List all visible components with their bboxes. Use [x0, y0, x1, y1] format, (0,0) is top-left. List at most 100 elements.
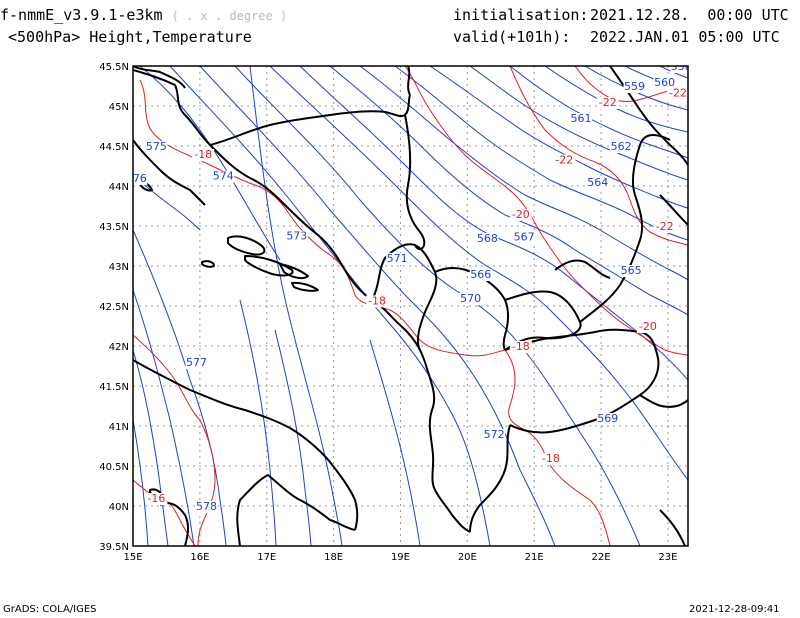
height-contour: [133, 289, 195, 546]
height-contour-label-bg: [610, 141, 633, 153]
temperature-contour-label: -22: [599, 96, 617, 109]
height-contour-label: 570: [460, 292, 481, 305]
temperature-contour-label-bg: [509, 341, 532, 353]
height-contour-label-bg: [469, 269, 492, 281]
temperature-contour-label: -18: [512, 340, 530, 353]
adriatic-east-coast: [133, 69, 426, 363]
height-contour: [584, 66, 688, 111]
lat-tick-label: 39.5N: [99, 542, 129, 553]
lat-tick-label: 40N: [109, 502, 129, 513]
temperature-contour-label-bg: [145, 493, 168, 505]
height-contour-label: 578: [196, 500, 217, 513]
temperature-contour-label: -22: [656, 220, 674, 233]
temperature-contour-label: -18: [368, 294, 386, 307]
islands: [139, 179, 319, 500]
height-contour-label-bg: [513, 231, 536, 244]
height-contour-label-bg: [386, 253, 409, 265]
height-contour-label: 560: [654, 76, 675, 89]
height-contour: [249, 66, 343, 546]
lon-tick-label: 16E: [190, 552, 209, 563]
height-contour-label: 559: [624, 80, 645, 93]
init-value: 2021.12.28. 00:00 UTC: [590, 6, 789, 24]
temperature-contour: [509, 66, 688, 246]
island: [227, 235, 266, 256]
height-contour: [239, 299, 277, 546]
height-contour-label: 564: [587, 176, 608, 189]
footer-right: 2021-12-28-09:41: [689, 604, 780, 615]
albania-coast: [424, 361, 471, 533]
height-contour-label: 574: [213, 170, 234, 183]
height-contour-label-bg: [212, 170, 235, 183]
bosnia-serbia-border: [404, 114, 426, 251]
height-contour: [509, 66, 688, 159]
init-label: initialisation:: [453, 6, 589, 24]
temperature-contour-label-bg: [636, 321, 659, 333]
temperature-contour-label-bg: [596, 97, 619, 109]
temperature-contour-labels: -18 -18 -18 -18 -16 -20 -20 -22 -22 -22 -22: [145, 86, 688, 505]
lat-tick-label: 45.5N: [99, 62, 129, 73]
height-contour: [169, 66, 491, 546]
map-frame: [132, 65, 689, 547]
footer-left: GrADS: COLA/IGES: [3, 604, 97, 615]
height-contour: [469, 66, 688, 181]
lat-tick-label: 45N: [109, 102, 129, 113]
temperature-contour-label-bg: [192, 149, 215, 161]
height-contour-label: 561: [571, 112, 592, 125]
height-contour-label: 562: [611, 140, 632, 153]
temperature-contour: [404, 66, 688, 356]
bulgaria-greece-border: [639, 394, 688, 408]
height-contour-label-bg: [586, 177, 609, 189]
lat-tick-label: 41N: [109, 422, 129, 433]
height-contour-label: 566: [470, 268, 491, 281]
valid-value: 2022.JAN.01 05:00 UTC: [590, 28, 780, 46]
height-contour-label-bg: [195, 501, 218, 513]
height-contour-label-bg: [483, 429, 506, 441]
temperature-contour-label: -22: [555, 154, 573, 167]
height-contour-label: 569: [597, 412, 618, 425]
height-contour: [199, 66, 556, 546]
montenegro-border: [371, 243, 438, 351]
height-contour-label: 573: [286, 230, 307, 243]
lat-tick-label: 44.5N: [99, 142, 129, 153]
lat-tick-label: 41.5N: [99, 382, 129, 393]
height-contour-label-bg: [133, 173, 148, 185]
height-contour: [274, 329, 312, 546]
croatia-north-coast: [133, 66, 186, 89]
lat-tick-label: 43.5N: [99, 222, 129, 233]
product-title: <500hPa> Height,Temperature: [8, 28, 252, 46]
lon-tick-label: 22E: [592, 552, 611, 563]
model-title: f-nmmE_v3.9.1-e3km: [0, 6, 163, 24]
temperature-contour-label-bg: [666, 87, 688, 100]
lon-tick-label: 23E: [658, 552, 677, 563]
italy-east-coast: [133, 359, 359, 531]
height-contour-label: 575: [146, 140, 167, 153]
serbia-bulgaria-border: [579, 134, 671, 323]
valid-label: valid(+101h):: [453, 28, 571, 46]
height-contour: [133, 419, 149, 546]
height-contour-label: 572: [484, 428, 505, 441]
north-macedonia-border: [504, 328, 660, 434]
temperature-contour: [133, 334, 216, 546]
italy-calabria-coast: [159, 502, 189, 546]
island: [279, 263, 309, 280]
temperature-contour-label: -16: [147, 492, 165, 505]
height-contour: [133, 349, 169, 546]
height-contour-label-bg: [570, 113, 593, 125]
temperature-contour-label: -22: [669, 86, 687, 99]
lon-tick-label: 19E: [391, 552, 410, 563]
height-contour: [133, 229, 227, 546]
bulgaria-black-sea-coast: [659, 194, 688, 226]
height-contour-label: 571: [387, 252, 408, 265]
italy-gulf-coast: [236, 474, 356, 546]
temperature-contour-label: -18: [542, 452, 560, 465]
height-contour: [299, 66, 688, 381]
height-contour-label: 567: [514, 230, 535, 243]
dalmatia-coast: [133, 139, 206, 206]
height-contour-label-bg: [285, 230, 308, 243]
lon-tick-label: 20E: [458, 552, 477, 563]
greece-border: [469, 424, 511, 533]
island: [291, 281, 319, 292]
temperature-contour-label-bg: [553, 154, 576, 167]
lat-tick-label: 42.5N: [99, 302, 129, 313]
height-contour-labels: 575 576 574 573 571 568 567 566 570 565 564 562 561 5…: [133, 66, 688, 513]
